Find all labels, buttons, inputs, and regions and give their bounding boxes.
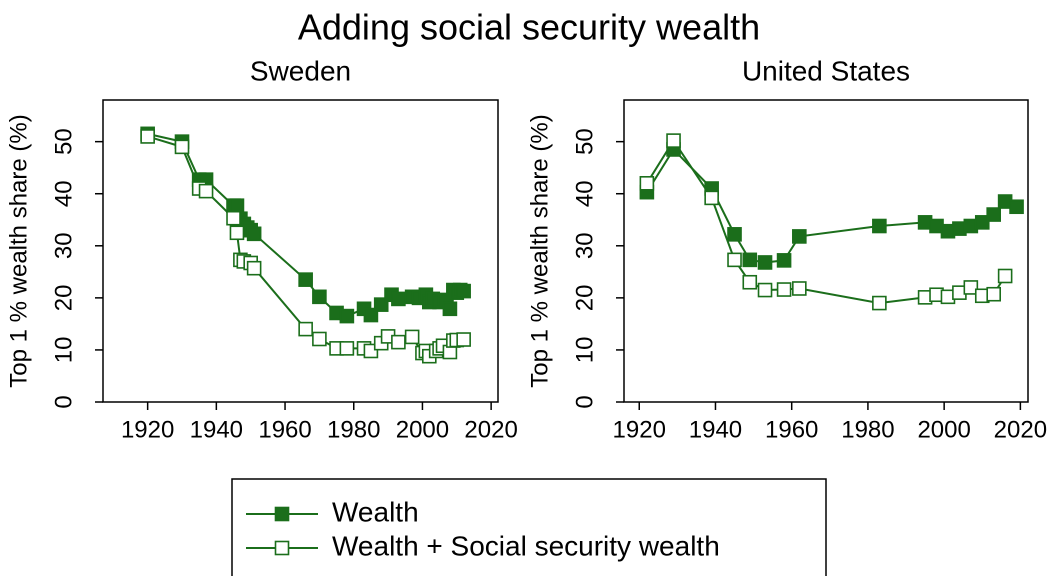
marker [391,334,406,350]
marker [986,286,1001,302]
y-tick-label: 0 [50,395,77,408]
marker [639,176,655,191]
marker [229,198,245,213]
x-tick-label: 2000 [917,416,970,443]
legend-marker [274,540,290,556]
series-line [147,132,464,318]
panel-title: United States [742,55,910,86]
y-tick-label: 20 [571,285,598,312]
marker [727,227,742,242]
marker [174,139,190,155]
y-tick-label: 0 [571,395,598,408]
panel-title: Sweden [250,55,351,86]
marker [456,283,471,299]
marker [404,329,420,345]
marker [872,218,887,234]
x-tick-label: 1960 [765,416,818,443]
marker [246,226,262,242]
x-tick-label: 1940 [689,416,742,443]
marker [666,133,681,148]
marker [298,321,313,337]
legend-box [231,478,827,581]
legend-label: Wealth + Social security wealth [332,530,720,561]
marker [456,332,471,347]
legend-label: Wealth [332,496,419,527]
y-tick-label: 10 [50,337,77,364]
legend-marker [274,506,290,522]
marker [312,289,327,305]
plot-frame [102,99,499,403]
marker [312,331,327,347]
marker [757,255,773,270]
x-tick-label: 1980 [841,416,894,443]
x-tick-label: 2000 [396,416,449,443]
x-tick-label: 1920 [613,416,666,443]
x-tick-label: 2020 [994,416,1047,443]
y-tick-label: 30 [50,232,77,259]
marker [226,210,241,226]
marker [792,229,807,244]
marker [229,225,245,241]
marker [704,190,719,206]
y-tick-label: 10 [571,337,598,364]
marker [140,129,155,144]
marker [339,341,355,356]
x-tick-label: 1940 [190,416,243,443]
marker [776,282,792,297]
x-tick-label: 1960 [258,416,311,443]
y-tick-label: 20 [50,285,77,312]
chart-title: Adding social security wealth [298,7,760,48]
series-line [646,147,1017,264]
marker [792,281,807,296]
marker [727,252,742,268]
marker [298,272,313,287]
marker [391,291,406,307]
x-tick-label: 1920 [121,416,174,443]
y-tick-label: 40 [50,180,77,207]
y-axis-title: Top 1 % wealth share (%) [5,114,32,387]
marker [742,274,758,290]
marker [776,253,792,268]
marker [742,252,758,268]
plot-frame [623,99,1029,403]
series-line [646,138,1006,305]
marker [442,301,458,317]
y-tick-label: 50 [571,128,598,155]
y-tick-label: 40 [571,180,598,207]
marker [1009,199,1024,215]
marker [974,215,990,230]
marker [986,207,1001,222]
y-axis-title: Top 1 % wealth share (%) [526,114,553,387]
marker [872,295,887,311]
marker [963,280,979,295]
marker [246,260,262,276]
x-tick-label: 2020 [464,416,517,443]
marker [757,282,773,298]
marker [339,308,355,324]
y-tick-label: 30 [571,232,598,259]
y-tick-label: 50 [50,128,77,155]
marker [997,268,1013,284]
marker [198,183,214,199]
x-tick-label: 1980 [327,416,380,443]
